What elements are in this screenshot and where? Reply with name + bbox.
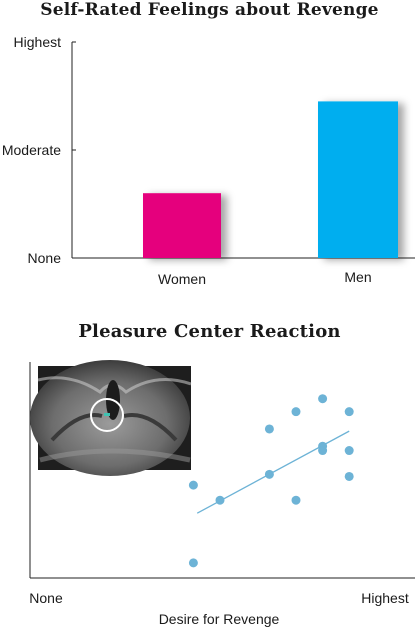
bar-y-tick-label: Moderate <box>2 142 61 158</box>
scatter-point <box>215 495 225 505</box>
brain-scan-inset <box>30 360 192 476</box>
scatter-point <box>188 558 198 568</box>
scatter-point <box>344 446 354 456</box>
bar-y-tick-label: None <box>28 250 62 266</box>
scatter-chart: None Highest Desire for Revenge <box>29 360 415 627</box>
scatter-point <box>344 471 354 481</box>
chart-title-pleasure-center: Pleasure Center Reaction <box>78 321 341 342</box>
bar-chart: None Moderate Highest Women Men <box>2 34 415 287</box>
scatter-point <box>291 495 301 505</box>
bar-category-label: Women <box>158 271 206 287</box>
scatter-point <box>264 469 274 479</box>
x-tick-label-highest: Highest <box>361 590 409 606</box>
scatter-point <box>291 407 301 417</box>
highlight-circle <box>90 398 124 432</box>
scatter-point <box>264 424 274 434</box>
x-axis-title: Desire for Revenge <box>159 611 280 627</box>
scatter-point <box>344 407 354 417</box>
scatter-point <box>318 446 328 456</box>
bar-women <box>143 193 221 258</box>
scatter-point <box>318 394 328 404</box>
chart-title-revenge-feelings: Self-Rated Feelings about Revenge <box>40 0 379 20</box>
x-tick-label-none: None <box>29 590 63 606</box>
bar-men <box>318 101 398 259</box>
scatter-point <box>188 480 198 490</box>
bar-y-tick-label: Highest <box>14 34 62 50</box>
bar-category-label: Men <box>344 269 371 285</box>
